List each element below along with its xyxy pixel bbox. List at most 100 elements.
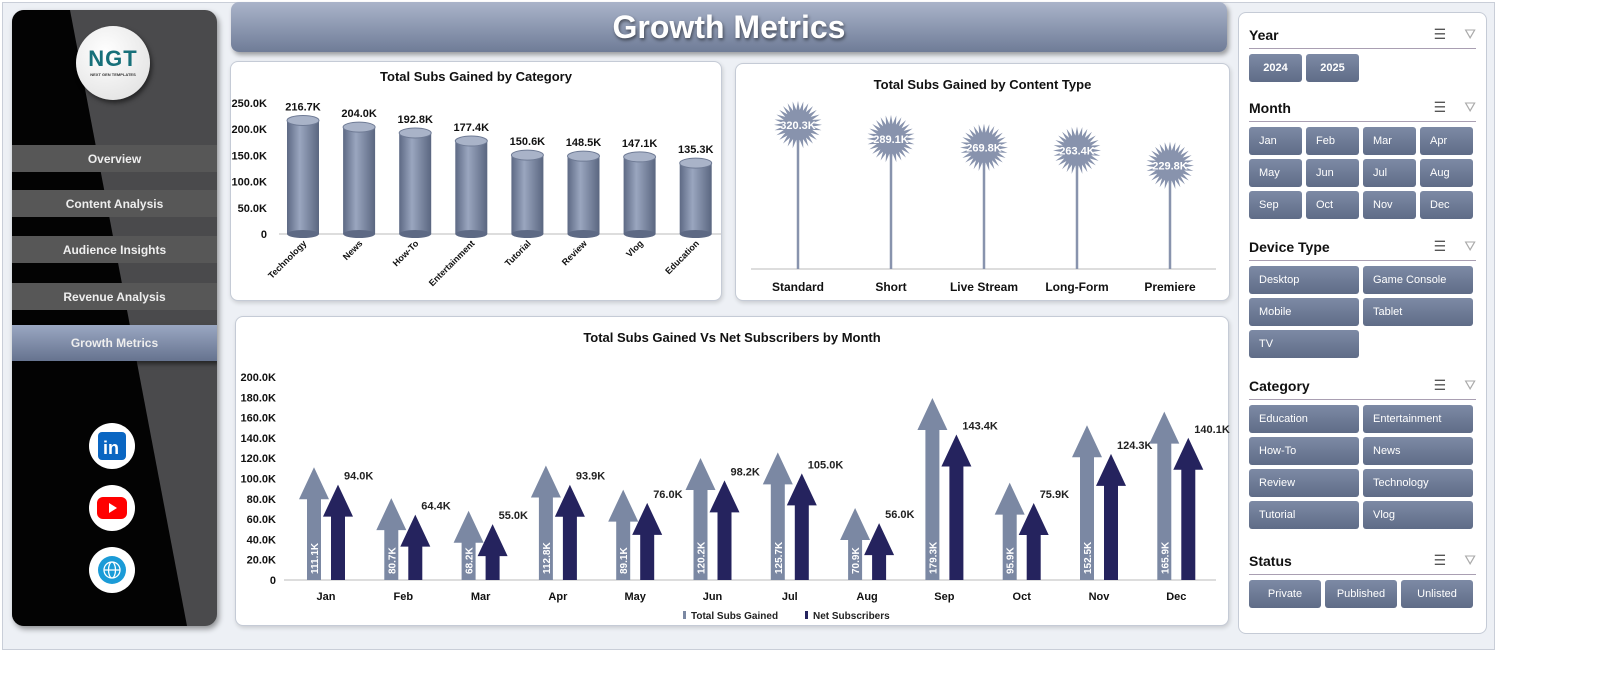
multi-select-icon[interactable]: ☰: [1433, 238, 1447, 254]
slicer-option[interactable]: Vlog: [1363, 501, 1473, 529]
total-subs-arrow: [608, 489, 639, 580]
slicer-option[interactable]: Unlisted: [1401, 580, 1473, 608]
slicer-option[interactable]: 2025: [1306, 54, 1359, 82]
multi-select-icon[interactable]: ☰: [1433, 552, 1447, 568]
slicer-option[interactable]: Oct: [1306, 191, 1359, 219]
data-label: 111.1K: [310, 542, 321, 574]
slicer-option[interactable]: Tutorial: [1249, 501, 1359, 529]
bar: [455, 141, 488, 234]
slicer-option[interactable]: Dec: [1420, 191, 1473, 219]
lollipop-star: [1146, 141, 1194, 190]
slicer-option[interactable]: Game Console: [1363, 266, 1473, 294]
slicer-option[interactable]: Technology: [1363, 469, 1473, 497]
slicer-option[interactable]: Review: [1249, 469, 1359, 497]
logo: NGT NEXT GEN TEMPLATES: [76, 26, 150, 100]
linkedin-button[interactable]: in: [89, 423, 135, 469]
nav-content-analysis[interactable]: Content Analysis: [12, 190, 217, 217]
total-subs-arrow: [840, 508, 871, 580]
nav-growth-metrics[interactable]: Growth Metrics: [12, 325, 217, 361]
x-tick-label: Review: [560, 238, 590, 268]
slicer-option[interactable]: Entertainment: [1363, 405, 1473, 433]
bar-base: [455, 230, 488, 238]
total-subs-arrow: [1072, 425, 1102, 580]
nav-overview[interactable]: Overview: [12, 145, 217, 172]
slicer-buttons: Desktop Game Console Mobile Tablet TV: [1249, 266, 1476, 358]
slicer-option[interactable]: Jul: [1363, 159, 1416, 187]
y-tick-label: 40.0K: [247, 534, 276, 546]
bar-top: [567, 150, 600, 162]
slicer-option[interactable]: May: [1249, 159, 1302, 187]
multi-select-icon[interactable]: ☰: [1433, 99, 1447, 115]
slicer-option[interactable]: 2024: [1249, 54, 1302, 82]
nav-label: Revenue Analysis: [63, 289, 166, 304]
linkedin-icon: in: [98, 432, 126, 460]
bar: [623, 156, 656, 234]
bar: [343, 127, 376, 234]
youtube-button[interactable]: [89, 485, 135, 531]
chart-title: Total Subs Gained by Content Type: [873, 77, 1092, 92]
slicer-option[interactable]: Desktop: [1249, 266, 1359, 294]
total-subs-arrow: [994, 482, 1025, 580]
x-tick-label: Education: [663, 238, 701, 276]
slicer-option[interactable]: Private: [1249, 580, 1321, 608]
bar: [287, 120, 319, 234]
x-tick-label: Live Stream: [950, 280, 1018, 294]
slicer-option[interactable]: Education: [1249, 405, 1359, 433]
slicer-option[interactable]: Apr: [1420, 127, 1473, 155]
sidebar: NGT NEXT GEN TEMPLATES Overview Content A…: [12, 10, 217, 626]
slicer-option[interactable]: Mar: [1363, 127, 1416, 155]
website-button[interactable]: [89, 547, 135, 593]
data-label: 75.9K: [1040, 489, 1069, 501]
category-chart-card: Total Subs Gained by Category 0 50.0K 100.…: [230, 61, 722, 301]
bar-top: [679, 157, 713, 169]
nav-audience-insights[interactable]: Audience Insights: [12, 236, 217, 263]
data-label: 93.9K: [576, 471, 605, 483]
clear-filter-icon[interactable]: ⛛: [1464, 99, 1476, 115]
x-tick-label: Standard: [772, 280, 824, 294]
monthly-chart: 0 20.0K 40.0K 60.0K 80.0K 100.0K 120.0K 140.0K 1…: [241, 372, 1230, 622]
legend-label: Total Subs Gained: [691, 611, 778, 622]
x-tick-label: Short: [875, 280, 906, 294]
slicer-option[interactable]: News: [1363, 437, 1473, 465]
slicer-option[interactable]: Nov: [1363, 191, 1416, 219]
clear-filter-icon[interactable]: ⛛: [1464, 238, 1476, 254]
x-tick-label: Tutorial: [503, 238, 533, 268]
slicer-option[interactable]: How-To: [1249, 437, 1359, 465]
slicer-option[interactable]: TV: [1249, 330, 1359, 358]
y-tick-label: 0: [270, 575, 276, 587]
data-label: 216.7K: [285, 101, 321, 113]
slicer-option[interactable]: Aug: [1420, 159, 1473, 187]
slicer-option[interactable]: Jun: [1306, 159, 1359, 187]
slicer-option[interactable]: Tablet: [1363, 298, 1473, 326]
data-label: 263.4K: [1059, 145, 1095, 157]
total-subs-arrow: [1149, 411, 1180, 580]
data-label: 140.1K: [1194, 424, 1230, 436]
multi-select-icon[interactable]: ☰: [1433, 26, 1447, 42]
bar: [679, 163, 712, 234]
x-tick-label: Aug: [856, 591, 877, 603]
total-subs-arrow: [530, 465, 561, 580]
slicer-title: Year: [1249, 26, 1279, 43]
clear-filter-icon[interactable]: ⛛: [1464, 26, 1476, 42]
bar: [567, 156, 600, 234]
slicer-option[interactable]: Mobile: [1249, 298, 1359, 326]
clear-filter-icon[interactable]: ⛛: [1464, 377, 1476, 393]
y-tick-label: 100.0K: [232, 177, 268, 189]
total-subs-arrow: [453, 510, 484, 580]
clear-filter-icon[interactable]: ⛛: [1464, 552, 1476, 568]
slicer-option[interactable]: Jan: [1249, 127, 1302, 155]
nav-revenue-analysis[interactable]: Revenue Analysis: [12, 283, 217, 310]
net-subs-arrow: [1018, 502, 1049, 580]
x-tick-label: Vlog: [624, 238, 645, 259]
slicer-option[interactable]: Feb: [1306, 127, 1359, 155]
slicer-header-month: Month ☰ ⛛: [1249, 94, 1476, 122]
page-title: Growth Metrics: [231, 2, 1227, 52]
total-subs-arrow: [685, 457, 716, 580]
slicer-option[interactable]: Published: [1325, 580, 1397, 608]
slicer-option[interactable]: Sep: [1249, 191, 1302, 219]
net-subs-arrow: [477, 524, 508, 580]
bar-top: [342, 121, 376, 133]
nav-label: Overview: [87, 151, 142, 166]
multi-select-icon[interactable]: ☰: [1433, 377, 1447, 393]
net-subs-arrow: [864, 523, 895, 580]
